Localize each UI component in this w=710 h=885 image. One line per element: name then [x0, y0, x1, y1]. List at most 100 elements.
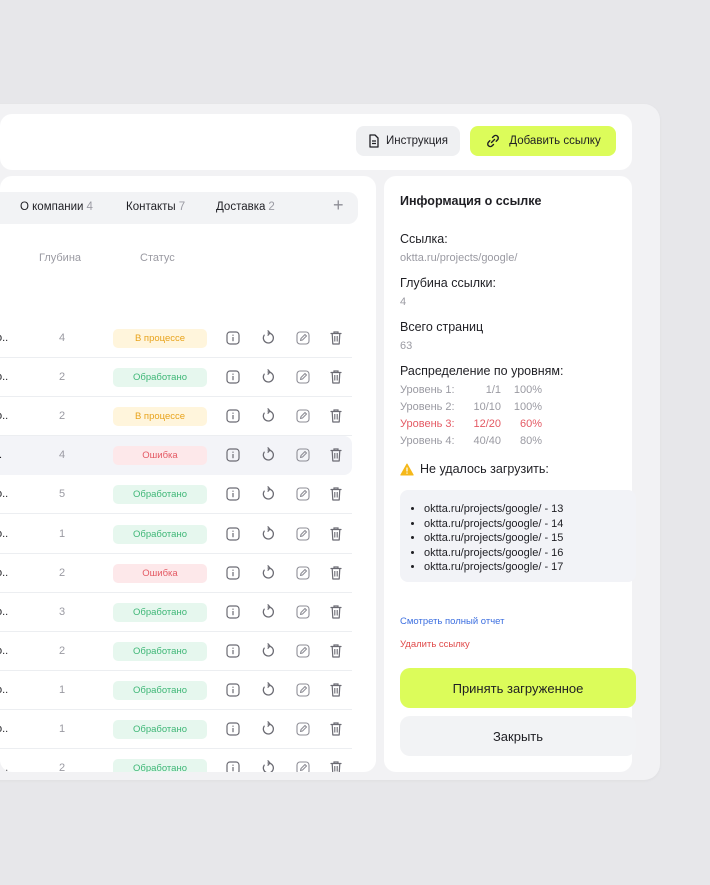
depth-label: Глубина ссылки:: [400, 276, 496, 290]
trash-icon[interactable]: [327, 564, 345, 582]
table-row[interactable]: о.. 2 Обработано: [0, 358, 352, 398]
failed-item: oktta.ru/projects/google/ - 14: [424, 517, 636, 532]
table-row[interactable]: о.. 2 Обработано: [0, 632, 352, 671]
table-row[interactable]: о.. 5 Обработано: [0, 475, 352, 515]
edit-icon[interactable]: [294, 446, 312, 464]
trash-icon[interactable]: [327, 525, 345, 543]
row-depth: 2: [58, 762, 66, 772]
trash-icon[interactable]: [327, 642, 345, 660]
close-button[interactable]: Закрыть: [400, 716, 636, 756]
table-row[interactable]: о.. 2 Ошибка: [0, 554, 352, 593]
add-tab-icon[interactable]: +: [333, 195, 344, 215]
tab-label: О компании: [20, 201, 84, 213]
refresh-icon[interactable]: [259, 485, 277, 503]
refresh-icon[interactable]: [259, 407, 277, 425]
status-badge: Обработано: [113, 602, 207, 622]
edit-icon[interactable]: [294, 525, 312, 543]
refresh-icon[interactable]: [259, 329, 277, 347]
trash-icon[interactable]: [327, 329, 345, 347]
add-link-button[interactable]: Добавить ссылку: [470, 126, 616, 156]
refresh-icon[interactable]: [259, 603, 277, 621]
trash-icon[interactable]: [327, 720, 345, 738]
info-icon[interactable]: [224, 681, 242, 699]
row-depth: 2: [58, 410, 66, 423]
info-icon[interactable]: [224, 368, 242, 386]
info-icon[interactable]: [224, 329, 242, 347]
info-icon[interactable]: [224, 407, 242, 425]
info-icon[interactable]: [224, 446, 242, 464]
table-row[interactable]: о.. 3 Обработано: [0, 593, 352, 632]
table-row[interactable]: о.. 1 Обработано: [0, 671, 352, 710]
table-row[interactable]: о.. 2 Обработано: [0, 749, 352, 772]
refresh-icon[interactable]: [259, 720, 277, 738]
level-name: Уровень 3:: [400, 418, 455, 430]
row-link-name: о..: [0, 644, 9, 657]
status-badge: Обработано: [113, 485, 207, 505]
add-link-label: Добавить ссылку: [509, 135, 601, 147]
info-icon[interactable]: [224, 525, 242, 543]
refresh-icon[interactable]: [259, 446, 277, 464]
links-table-panel: О компании 4 Контакты 7 Доставка 2 + Глубин…: [0, 176, 376, 772]
trash-icon[interactable]: [327, 603, 345, 621]
tab-delivery[interactable]: Доставка 2: [216, 201, 275, 213]
accept-button[interactable]: Принять загруженное: [400, 668, 636, 708]
trash-icon[interactable]: [327, 368, 345, 386]
table-row[interactable]: .. 4 Ошибка: [0, 436, 352, 476]
failed-item: oktta.ru/projects/google/ - 15: [424, 531, 636, 546]
table-row[interactable]: о.. 2 В процессе: [0, 397, 352, 437]
refresh-icon[interactable]: [259, 564, 277, 582]
refresh-icon[interactable]: [259, 368, 277, 386]
full-report-link[interactable]: Смотреть полный отчет: [400, 616, 505, 627]
info-icon[interactable]: [224, 485, 242, 503]
table-row[interactable]: о.. 1 Обработано: [0, 710, 352, 749]
edit-icon[interactable]: [294, 485, 312, 503]
refresh-icon[interactable]: [259, 525, 277, 543]
refresh-icon[interactable]: [259, 759, 277, 772]
row-link-name: о..: [0, 762, 9, 772]
level-ratio: 1/1: [485, 384, 501, 396]
row-link-name: о..: [0, 371, 9, 384]
edit-icon[interactable]: [294, 368, 312, 386]
status-badge: Обработано: [113, 524, 207, 544]
row-depth: 1: [58, 723, 66, 735]
table-row[interactable]: о.. 4 В процессе: [0, 319, 352, 358]
trash-icon[interactable]: [327, 407, 345, 425]
edit-icon[interactable]: [294, 407, 312, 425]
status-badge: Обработано: [113, 368, 207, 388]
tab-about[interactable]: О компании 4: [20, 201, 93, 213]
edit-icon[interactable]: [294, 603, 312, 621]
info-icon[interactable]: [224, 564, 242, 582]
info-icon[interactable]: [224, 759, 242, 772]
instruction-button[interactable]: Инструкция: [356, 126, 460, 156]
edit-icon[interactable]: [294, 564, 312, 582]
info-icon[interactable]: [224, 642, 242, 660]
row-depth: 3: [58, 605, 66, 618]
info-icon[interactable]: [224, 603, 242, 621]
row-link-name: о..: [0, 566, 9, 579]
refresh-icon[interactable]: [259, 642, 277, 660]
edit-icon[interactable]: [294, 329, 312, 347]
tab-label: Доставка: [216, 201, 266, 213]
info-icon[interactable]: [224, 720, 242, 738]
failed-list-box[interactable]: oktta.ru/projects/google/ - 13oktta.ru/p…: [400, 490, 636, 582]
edit-icon[interactable]: [294, 681, 312, 699]
edit-icon[interactable]: [294, 642, 312, 660]
refresh-icon[interactable]: [259, 681, 277, 699]
level-name: Уровень 2:: [400, 401, 455, 413]
status-badge: В процессе: [113, 329, 207, 348]
table-row[interactable]: о.. 1 Обработано: [0, 515, 352, 554]
edit-icon[interactable]: [294, 720, 312, 738]
trash-icon[interactable]: [327, 446, 345, 464]
tab-contacts[interactable]: Контакты 7: [126, 201, 185, 213]
link-value: oktta.ru/projects/google/: [400, 252, 518, 264]
delete-link[interactable]: Удалить ссылку: [400, 639, 470, 650]
tab-count: 7: [178, 201, 186, 213]
pages-value: 63: [400, 340, 413, 352]
edit-icon[interactable]: [294, 759, 312, 772]
failed-label: Не удалось загрузить:: [420, 462, 549, 476]
row-link-name: о..: [0, 605, 9, 618]
trash-icon[interactable]: [327, 759, 345, 772]
trash-icon[interactable]: [327, 681, 345, 699]
failed-heading: Не удалось загрузить:: [400, 462, 549, 476]
trash-icon[interactable]: [327, 485, 345, 503]
